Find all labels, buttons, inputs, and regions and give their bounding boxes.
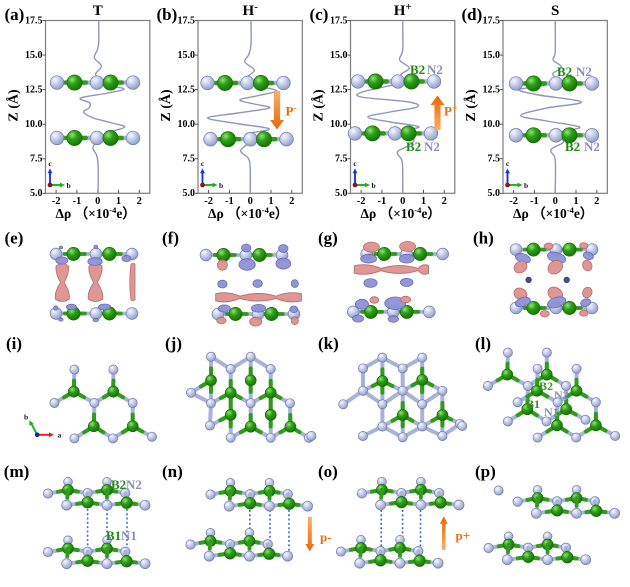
svg-text:(a): (a) [5,5,25,24]
svg-text:(k): (k) [318,334,339,353]
svg-text:(p): (p) [475,462,496,481]
svg-text:B2: B2 [406,139,421,154]
svg-text:(c): (c) [310,5,329,24]
svg-text:b: b [67,181,71,190]
svg-text:2: 2 [289,196,294,207]
svg-text:17.5: 17.5 [483,15,501,26]
svg-text:-2: -2 [52,196,61,207]
svg-text:(h): (h) [473,229,494,248]
svg-text:Z (Å): Z (Å) [463,89,479,122]
svg-text:B2: B2 [565,139,580,154]
svg-text:1: 1 [421,196,426,207]
svg-text:(o): (o) [318,462,338,481]
svg-text:1: 1 [573,196,578,207]
svg-text:15.0: 15.0 [178,50,196,61]
svg-text:0: 0 [95,196,100,207]
svg-text:17.5: 17.5 [178,15,196,26]
svg-text:5.0: 5.0 [488,188,501,199]
svg-text:B2: B2 [410,62,425,77]
svg-text:Δρ （×10-4e）: Δρ （×10-4e） [208,205,288,221]
svg-text:N2: N2 [576,64,592,79]
svg-text:P-: P- [286,104,297,119]
svg-text:B1: B1 [526,397,540,411]
svg-text:c: c [506,159,510,168]
svg-text:0: 0 [400,196,405,207]
svg-text:2: 2 [594,196,599,207]
svg-text:0: 0 [248,196,253,207]
svg-text:(e): (e) [5,229,24,248]
svg-text:p-: p- [320,530,332,545]
svg-text:-2: -2 [509,196,518,207]
svg-text:Z (Å): Z (Å) [311,89,327,122]
svg-text:7.5: 7.5 [30,154,43,165]
svg-text:Z (Å): Z (Å) [158,89,174,122]
svg-text:b: b [524,181,528,190]
svg-text:12.5: 12.5 [483,84,501,95]
svg-text:N2: N2 [126,477,142,492]
svg-text:-2: -2 [357,196,366,207]
svg-text:b: b [372,181,376,190]
svg-text:(d): (d) [462,5,483,24]
svg-text:-2: -2 [204,196,213,207]
svg-text:a: a [58,431,62,440]
svg-text:c: c [201,159,205,168]
svg-text:10.0: 10.0 [483,119,501,130]
svg-text:7.5: 7.5 [335,154,348,165]
svg-text:B2: B2 [111,477,126,492]
svg-text:5.0: 5.0 [183,188,196,199]
svg-text:N2: N2 [554,388,569,402]
svg-text:17.5: 17.5 [330,15,348,26]
svg-text:N2: N2 [424,139,440,154]
svg-text:-1: -1 [378,196,387,207]
svg-text:2: 2 [442,196,447,207]
svg-text:(m): (m) [4,462,29,481]
svg-text:1: 1 [268,196,273,207]
svg-text:(n): (n) [162,462,183,481]
svg-text:T: T [93,3,103,19]
svg-text:17.5: 17.5 [25,15,43,26]
svg-text:12.5: 12.5 [25,84,43,95]
svg-text:10.0: 10.0 [330,119,348,130]
svg-text:Δρ （×10-4e）: Δρ （×10-4e） [513,205,593,221]
svg-text:N2: N2 [584,139,600,154]
svg-text:B2: B2 [557,64,572,79]
svg-text:N1: N1 [121,528,137,543]
svg-text:1: 1 [116,196,121,207]
svg-text:7.5: 7.5 [488,154,501,165]
svg-text:-1: -1 [530,196,539,207]
svg-text:7.5: 7.5 [183,154,196,165]
svg-text:(l): (l) [475,334,491,353]
svg-text:(j): (j) [165,334,182,353]
svg-text:B2: B2 [539,379,553,393]
svg-text:-1: -1 [225,196,234,207]
svg-text:p+: p+ [456,528,471,543]
svg-text:Z (Å): Z (Å) [6,89,22,122]
svg-text:-1: -1 [73,196,82,207]
svg-text:c: c [48,159,52,168]
svg-text:S: S [551,3,559,19]
svg-text:b: b [219,181,223,190]
svg-text:12.5: 12.5 [330,84,348,95]
svg-text:Δρ （×10-4e）: Δρ （×10-4e） [361,205,441,221]
svg-text:5.0: 5.0 [30,188,43,199]
svg-text:12.5: 12.5 [178,84,196,95]
svg-text:c: c [353,159,357,168]
svg-text:B1: B1 [106,528,121,543]
svg-text:15.0: 15.0 [25,50,43,61]
svg-text:0: 0 [553,196,558,207]
svg-text:b: b [24,413,28,422]
svg-text:10.0: 10.0 [25,119,43,130]
svg-text:(i): (i) [6,334,22,353]
svg-text:5.0: 5.0 [335,188,348,199]
svg-text:10.0: 10.0 [178,119,196,130]
svg-text:N2: N2 [427,62,443,77]
svg-text:15.0: 15.0 [483,50,501,61]
svg-text:15.0: 15.0 [330,50,348,61]
svg-text:(g): (g) [318,229,338,248]
svg-text:(f): (f) [162,229,179,248]
svg-text:N1: N1 [544,405,559,419]
svg-text:(b): (b) [157,5,178,24]
svg-text:2: 2 [137,196,142,207]
svg-text:Δρ （×10-4e）: Δρ （×10-4e） [56,205,136,221]
